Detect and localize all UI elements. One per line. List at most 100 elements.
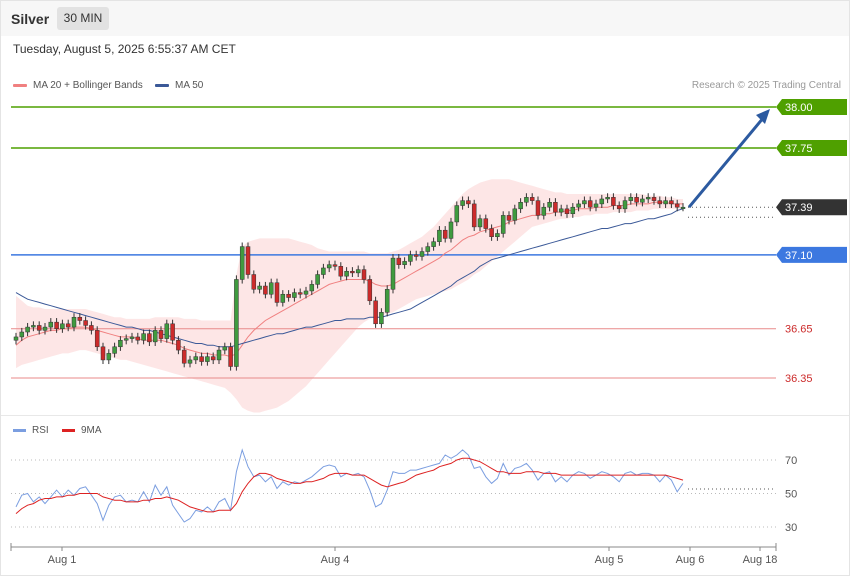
candle-body	[640, 198, 645, 203]
candle-body	[54, 321, 59, 329]
candle-105	[622, 196, 628, 213]
level-label-37.10: 37.10	[785, 250, 813, 262]
candle-58	[350, 267, 355, 277]
legend-rsi-ma: 9MA	[62, 425, 102, 436]
candle-80	[477, 214, 483, 232]
candle-body	[25, 326, 30, 333]
candle-62	[373, 296, 378, 328]
candle-body	[379, 312, 384, 325]
candle-32	[199, 352, 204, 366]
candle-body	[36, 325, 42, 331]
candle-body	[402, 261, 407, 265]
candle-body	[118, 339, 123, 348]
candle-88	[524, 193, 529, 207]
x-tick-0: Aug 1	[48, 554, 77, 566]
candle-body	[460, 200, 465, 206]
candle-body	[280, 293, 286, 303]
candle-body	[152, 330, 158, 343]
candle-body	[216, 349, 222, 361]
rsi-ma-swatch	[62, 428, 75, 432]
candle-body	[373, 300, 378, 325]
candle-68	[408, 250, 413, 266]
level-tag-38.00	[776, 99, 847, 115]
candle-body	[135, 336, 141, 341]
candle-body	[593, 203, 599, 208]
timeframe-button[interactable]: 30 MIN	[57, 7, 109, 30]
candle-body	[541, 206, 547, 216]
candle-body	[94, 330, 100, 348]
candle-body	[477, 218, 483, 228]
candle-77	[460, 196, 465, 210]
candle-body	[553, 202, 558, 213]
candle-body	[193, 356, 199, 361]
candle-body	[529, 197, 535, 201]
candle-body	[454, 205, 460, 223]
candle-body	[286, 293, 291, 298]
candle-body	[297, 292, 303, 295]
candle-111	[657, 196, 663, 209]
candle-body	[367, 279, 373, 302]
candle-72	[431, 237, 436, 251]
candle-body	[274, 282, 280, 303]
candle-body	[292, 292, 297, 298]
candle-body	[13, 336, 19, 341]
candle-body	[60, 323, 65, 329]
chart-datetime: Tuesday, August 5, 2025 6:55:37 AM CET	[13, 42, 236, 56]
candle-17	[112, 342, 117, 358]
candle-body	[326, 264, 332, 269]
candle-87	[518, 198, 523, 213]
candle-body	[408, 254, 413, 262]
candle-body	[605, 197, 610, 200]
candle-body	[228, 346, 233, 367]
candle-95	[564, 204, 570, 218]
candle-body	[500, 215, 506, 234]
candle-body	[222, 346, 228, 351]
candle-55	[332, 260, 338, 271]
candle-103	[611, 193, 616, 210]
candle-body	[645, 197, 651, 200]
candle-38	[234, 275, 239, 371]
candle-body	[355, 269, 361, 274]
candle-body	[251, 274, 257, 290]
rsi-line	[15, 448, 684, 523]
candle-115	[680, 203, 686, 212]
legend-ma50: MA 50	[155, 80, 203, 91]
candle-body	[263, 285, 268, 295]
candle-body	[413, 254, 419, 257]
candle-body	[268, 282, 274, 295]
level-label-36.65: 36.65	[785, 324, 813, 336]
candle-49	[297, 288, 303, 299]
level-label-37.75: 37.75	[785, 143, 813, 155]
rsi-tick-30: 30	[785, 522, 797, 534]
candle-4	[36, 321, 42, 335]
rsi-swatch	[13, 428, 26, 432]
candle-102	[605, 193, 610, 204]
candle-body	[199, 356, 204, 362]
header-bar	[1, 1, 849, 36]
candle-18	[118, 336, 123, 351]
candle-0	[13, 332, 19, 345]
candle-36	[222, 342, 228, 355]
candle-59	[355, 265, 361, 277]
candle-71	[425, 242, 431, 256]
candle-41	[251, 270, 257, 294]
candle-body	[245, 246, 251, 275]
candle-54	[326, 260, 332, 273]
candle-body	[129, 336, 135, 339]
candle-13	[89, 321, 94, 335]
x-tick-3: Aug 6	[676, 554, 705, 566]
candle-body	[663, 200, 668, 205]
candle-61	[367, 275, 373, 305]
rsi-tick-50: 50	[785, 489, 797, 501]
candle-48	[292, 288, 297, 302]
candle-8	[60, 319, 65, 333]
candle-body	[210, 356, 216, 361]
candle-22	[141, 329, 146, 345]
candle-21	[135, 332, 141, 345]
candle-50	[303, 286, 309, 299]
candle-63	[379, 308, 384, 328]
candle-body	[158, 330, 164, 339]
x-tick-2: Aug 5	[595, 554, 624, 566]
candle-53	[321, 263, 326, 279]
